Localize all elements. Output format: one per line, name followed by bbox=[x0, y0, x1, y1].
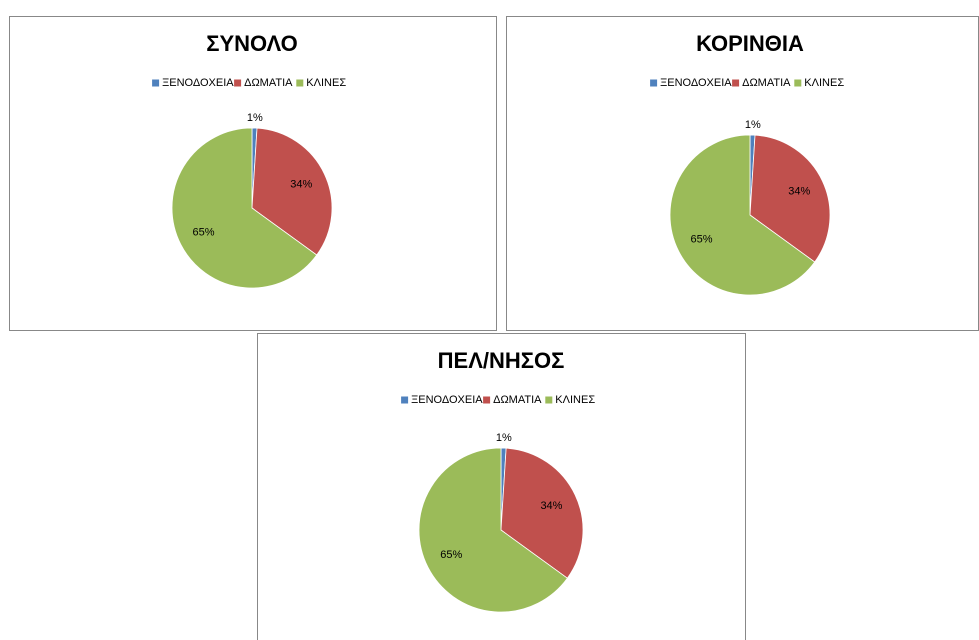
legend-label: ΚΛΙΝΕΣ bbox=[555, 394, 595, 406]
pie-slice bbox=[500, 447, 584, 579]
data-label: 65% bbox=[193, 227, 215, 239]
pie-slice bbox=[251, 127, 333, 256]
legend-swatch bbox=[296, 79, 304, 87]
legend-label: ΞΕΝΟΔΟΧΕΙΑ bbox=[411, 394, 483, 406]
legend-swatch bbox=[152, 79, 160, 87]
data-label: 1% bbox=[496, 432, 512, 444]
chart-title: ΚΟΡΙΝΘΙΑ bbox=[696, 31, 804, 56]
legend-swatch bbox=[650, 79, 658, 87]
pie-slice bbox=[171, 127, 318, 289]
legend-swatch bbox=[401, 396, 409, 404]
legend-swatch bbox=[483, 396, 491, 404]
chart-title: ΣΥΝΟΛΟ bbox=[206, 31, 297, 56]
chart-title: ΠΕΛ/ΝΗΣΟΣ bbox=[438, 348, 565, 373]
legend-label: ΔΩΜΑΤΙΑ bbox=[244, 77, 293, 89]
legend-swatch bbox=[545, 396, 553, 404]
legend-swatch bbox=[234, 79, 242, 87]
legend-label: ΚΛΙΝΕΣ bbox=[804, 77, 844, 89]
data-label: 34% bbox=[540, 500, 562, 512]
legend-label: ΔΩΜΑΤΙΑ bbox=[742, 77, 791, 89]
pie-slice bbox=[418, 447, 568, 613]
data-label: 34% bbox=[788, 186, 810, 198]
legend-swatch bbox=[732, 79, 740, 87]
data-label: 65% bbox=[691, 234, 713, 246]
data-label: 34% bbox=[290, 179, 312, 191]
legend-swatch bbox=[794, 79, 802, 87]
legend-label: ΔΩΜΑΤΙΑ bbox=[493, 394, 542, 406]
pie-slice bbox=[669, 134, 816, 296]
legend-label: ΞΕΝΟΔΟΧΕΙΑ bbox=[162, 77, 234, 89]
legend-label: ΞΕΝΟΔΟΧΕΙΑ bbox=[660, 77, 732, 89]
pie-slice bbox=[749, 134, 831, 263]
data-label: 1% bbox=[745, 119, 761, 131]
data-label: 65% bbox=[440, 549, 462, 561]
legend-label: ΚΛΙΝΕΣ bbox=[306, 77, 346, 89]
data-label: 1% bbox=[247, 112, 263, 124]
